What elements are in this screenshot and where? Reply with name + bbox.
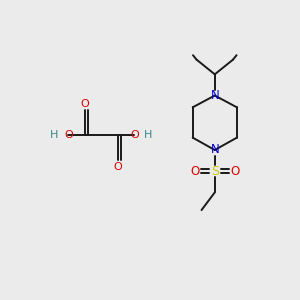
Text: O: O [81, 99, 90, 109]
Text: H: H [144, 130, 153, 140]
Text: O: O [230, 165, 239, 178]
Text: N: N [210, 89, 219, 102]
Text: O: O [64, 130, 73, 140]
Text: O: O [190, 165, 200, 178]
Text: S: S [211, 165, 219, 178]
Text: O: O [113, 162, 122, 172]
Text: H: H [50, 130, 58, 140]
Text: N: N [210, 143, 219, 157]
Text: O: O [130, 130, 139, 140]
